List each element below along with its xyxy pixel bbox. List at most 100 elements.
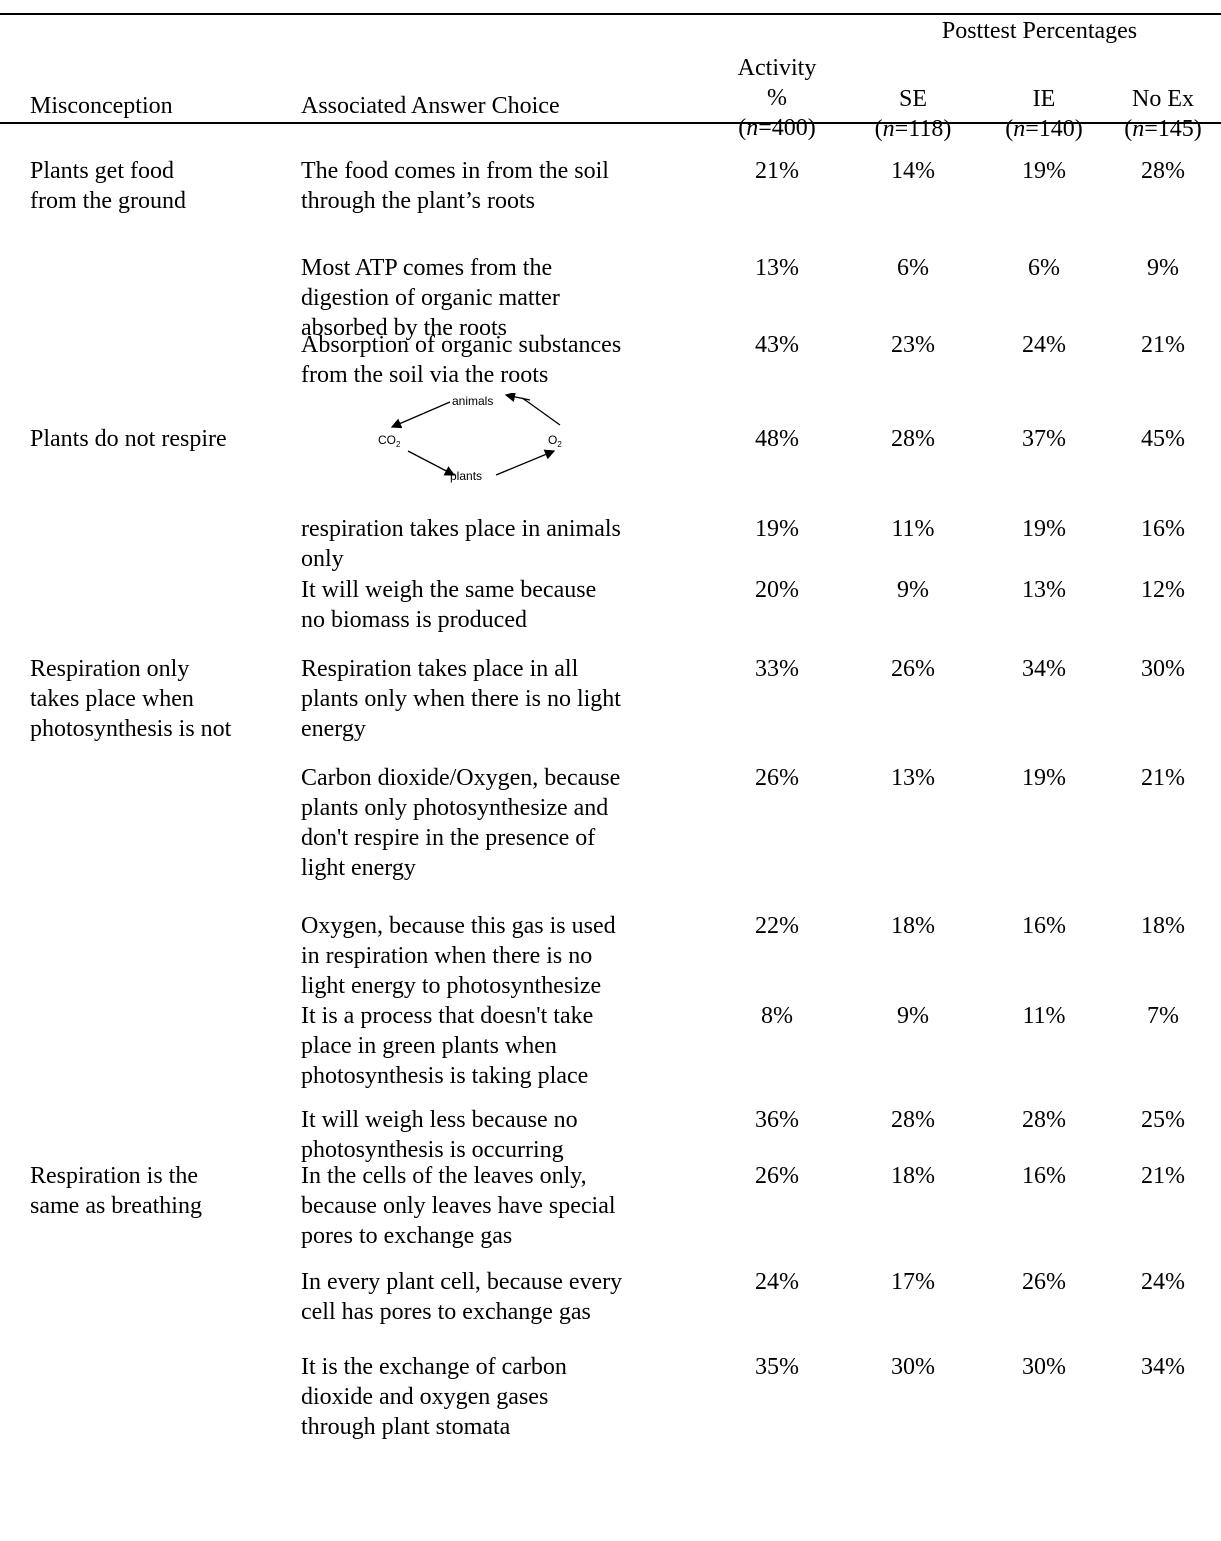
activity-percent-cell: 36% bbox=[755, 1107, 799, 1133]
answer-choice-cell: The food comes in from the soil bbox=[301, 158, 609, 184]
activity-percent-cell: 20% bbox=[755, 577, 799, 603]
se-percent-cell: 9% bbox=[897, 577, 929, 603]
noex-percent-cell: 21% bbox=[1141, 1163, 1185, 1189]
se-percent-cell: 9% bbox=[897, 1003, 929, 1029]
answer-choice-cell: don't respire in the presence of bbox=[301, 825, 596, 851]
activity-percent-cell: 8% bbox=[761, 1003, 793, 1029]
activity-percent-cell: 21% bbox=[755, 158, 799, 184]
noex-percent-cell: 18% bbox=[1141, 913, 1185, 939]
answer-choice-cell: pores to exchange gas bbox=[301, 1223, 513, 1249]
ie-percent-cell: 11% bbox=[1022, 1003, 1066, 1029]
answer-choice-cell: no biomass is produced bbox=[301, 607, 527, 633]
diagram-animals-label: animals bbox=[452, 394, 493, 408]
co2-o2-cycle-diagram: animals plants CO2 O2 bbox=[378, 393, 562, 483]
answer-choice-cell: In every plant cell, because every bbox=[301, 1269, 623, 1295]
answer-choice-cell: through the plant’s roots bbox=[301, 188, 535, 214]
noex-percent-cell: 34% bbox=[1141, 1354, 1185, 1380]
se-percent-cell: 14% bbox=[891, 158, 935, 184]
se-percent-cell: 13% bbox=[891, 765, 935, 791]
noex-percent-cell: 21% bbox=[1141, 332, 1185, 358]
noex-header: No Ex (n=145) bbox=[1124, 86, 1202, 142]
noex-percent-cell: 9% bbox=[1147, 255, 1179, 281]
answer-choice-cell: energy bbox=[301, 716, 366, 742]
answer-choice-cell: dioxide and oxygen gases bbox=[301, 1384, 549, 1410]
ie-percent-cell: 19% bbox=[1022, 158, 1066, 184]
answer-choice-cell: in respiration when there is no bbox=[301, 943, 593, 969]
ie-percent-cell: 19% bbox=[1022, 516, 1066, 542]
activity-percent-cell: 26% bbox=[755, 765, 799, 791]
misconception-cell: same as breathing bbox=[30, 1193, 202, 1219]
answer-choice-cell: from the soil via the roots bbox=[301, 362, 549, 388]
ie-header: IE (n=140) bbox=[1005, 86, 1083, 142]
answer-choice-header: Associated Answer Choice bbox=[301, 93, 560, 119]
diagram-co2-label: CO2 bbox=[378, 433, 401, 449]
activity-percent-cell: 43% bbox=[755, 332, 799, 358]
answer-choice-cell: through plant stomata bbox=[301, 1414, 511, 1440]
noex-percent-cell: 28% bbox=[1141, 158, 1185, 184]
se-percent-cell: 18% bbox=[891, 913, 935, 939]
se-percent-cell: 26% bbox=[891, 656, 935, 682]
answer-choice-cell: place in green plants when bbox=[301, 1033, 557, 1059]
answer-choice-cell: It will weigh the same because bbox=[301, 577, 597, 603]
misconception-cell: Respiration only bbox=[30, 656, 190, 682]
se-percent-cell: 17% bbox=[891, 1269, 935, 1295]
answer-choice-cell: plants only photosynthesize and bbox=[301, 795, 609, 821]
se-percent-cell: 18% bbox=[891, 1163, 935, 1189]
misconception-header: Misconception bbox=[30, 93, 173, 119]
ie-percent-cell: 13% bbox=[1022, 577, 1066, 603]
se-percent-cell: 28% bbox=[891, 426, 935, 452]
noex-percent-cell: 25% bbox=[1141, 1107, 1185, 1133]
answer-choice-cell: Most ATP comes from the bbox=[301, 255, 553, 281]
answer-choice-cell: Absorption of organic substances bbox=[301, 332, 622, 358]
noex-percent-cell: 45% bbox=[1141, 426, 1185, 452]
answer-choice-cell: cell has pores to exchange gas bbox=[301, 1299, 591, 1325]
activity-percent-cell: 26% bbox=[755, 1163, 799, 1189]
answer-choice-cell: respiration takes place in animals bbox=[301, 516, 621, 542]
misconception-cell: photosynthesis is not bbox=[30, 716, 232, 742]
answer-choice-cell: light energy to photosynthesize bbox=[301, 973, 602, 999]
se-percent-cell: 11% bbox=[891, 516, 935, 542]
posttest-group-header: Posttest Percentages bbox=[941, 18, 1138, 44]
activity-percent-cell: 13% bbox=[755, 255, 799, 281]
diagram-o2-label: O2 bbox=[548, 433, 562, 449]
misconception-cell: Plants get food bbox=[30, 158, 174, 184]
answer-choice-cell: because only leaves have special bbox=[301, 1193, 616, 1219]
misconception-cell: Plants do not respire bbox=[30, 426, 227, 452]
se-percent-cell: 28% bbox=[891, 1107, 935, 1133]
answer-choice-cell: Respiration takes place in all bbox=[301, 656, 579, 682]
misconception-cell: Respiration is the bbox=[30, 1163, 198, 1189]
answer-choice-cell: In the cells of the leaves only, bbox=[301, 1163, 587, 1189]
noex-percent-cell: 24% bbox=[1141, 1269, 1185, 1295]
activity-header: Activity % (n=400) bbox=[737, 55, 817, 141]
noex-percent-cell: 30% bbox=[1141, 656, 1185, 682]
activity-percent-cell: 19% bbox=[755, 516, 799, 542]
answer-choice-cell: digestion of organic matter bbox=[301, 285, 560, 311]
ie-percent-cell: 30% bbox=[1022, 1354, 1066, 1380]
activity-percent-cell: 33% bbox=[755, 656, 799, 682]
misconception-cell: takes place when bbox=[30, 686, 194, 712]
se-percent-cell: 6% bbox=[897, 255, 929, 281]
activity-percent-cell: 22% bbox=[755, 913, 799, 939]
se-header: SE (n=118) bbox=[874, 86, 952, 142]
answer-choice-cell: only bbox=[301, 546, 344, 572]
noex-percent-cell: 16% bbox=[1141, 516, 1185, 542]
se-percent-cell: 30% bbox=[891, 1354, 935, 1380]
answer-choice-cell: absorbed by the roots bbox=[301, 315, 507, 341]
diagram-plants-label: plants bbox=[450, 469, 482, 483]
activity-percent-cell: 35% bbox=[755, 1354, 799, 1380]
noex-percent-cell: 7% bbox=[1147, 1003, 1179, 1029]
ie-percent-cell: 34% bbox=[1022, 656, 1066, 682]
answer-choice-cell: photosynthesis is occurring bbox=[301, 1137, 564, 1163]
answer-choice-cell: light energy bbox=[301, 855, 416, 881]
ie-percent-cell: 26% bbox=[1022, 1269, 1066, 1295]
noex-percent-cell: 21% bbox=[1141, 765, 1185, 791]
top-rule bbox=[0, 13, 1221, 15]
ie-percent-cell: 16% bbox=[1022, 1163, 1066, 1189]
se-percent-cell: 23% bbox=[891, 332, 935, 358]
ie-percent-cell: 24% bbox=[1022, 332, 1066, 358]
ie-percent-cell: 6% bbox=[1028, 255, 1060, 281]
answer-choice-cell: Oxygen, because this gas is used bbox=[301, 913, 616, 939]
ie-percent-cell: 28% bbox=[1022, 1107, 1066, 1133]
header-rule bbox=[0, 122, 1221, 124]
activity-percent-cell: 24% bbox=[755, 1269, 799, 1295]
